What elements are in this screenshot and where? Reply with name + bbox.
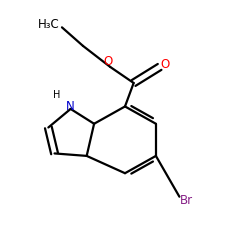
Text: Br: Br (180, 194, 193, 207)
Text: O: O (103, 56, 112, 68)
Text: H: H (53, 90, 61, 100)
Text: N: N (66, 100, 75, 113)
Text: O: O (160, 58, 169, 71)
Text: H₃C: H₃C (38, 18, 59, 31)
